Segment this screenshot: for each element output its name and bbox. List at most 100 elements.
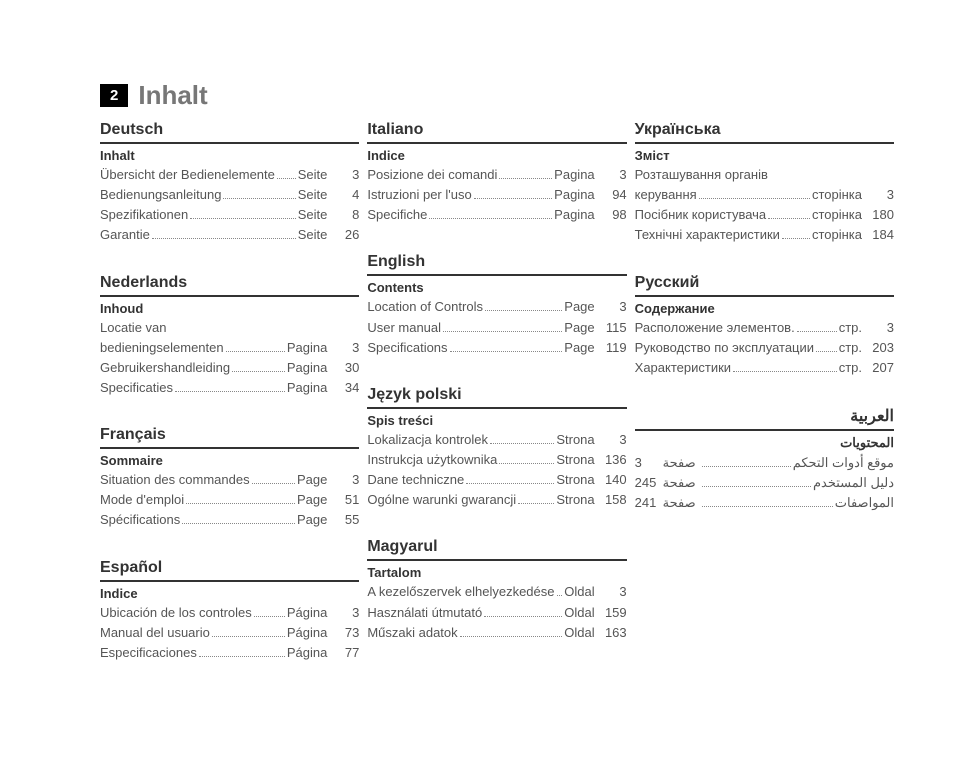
language-heading: Français [100,426,359,449]
leader-dots [782,238,810,239]
leader-dots [199,656,285,657]
toc-label: Situation des commandes [100,470,250,490]
leader-dots [702,486,811,487]
leader-dots [499,178,552,179]
page-unit: Página [287,643,327,663]
page-unit: Oldal [564,603,594,623]
page-unit: Page [564,338,594,358]
toc-row: Технічні характеристикисторінка184 [635,225,894,245]
toc-row: Használati útmutatóOldal159 [367,603,626,623]
header: 2 Inhalt [100,80,894,111]
toc-label: Manual del usuario [100,623,210,643]
toc-row: SpécificationsPage55 [100,510,359,530]
toc-label: Посібник користувача [635,205,767,225]
leader-dots [232,371,285,372]
page-number: 77 [331,643,359,663]
toc-label: Posizione dei comandi [367,165,497,185]
leader-dots [490,443,554,444]
toc-row: Ogólne warunki gwarancji Strona158 [367,490,626,510]
page-number: 98 [599,205,627,225]
page-unit: стр. [839,358,862,378]
toc-row: SpecificatiesPagina34 [100,378,359,398]
toc-label: Instrukcja użytkownika [367,450,497,470]
toc-label: Ogólne warunki gwarancji [367,490,516,510]
page-number: 94 [599,185,627,205]
toc-label: Specificaties [100,378,173,398]
toc-label: керування [635,185,697,205]
section-subheading: Tartalom [367,565,626,580]
page-number: 73 [331,623,359,643]
section-subheading: Inhalt [100,148,359,163]
toc-section: Język polskiSpis treściLokalizacja kontr… [367,386,626,511]
toc-section: MagyarulTartalomA kezelőszervek elhelyez… [367,538,626,642]
toc-label: Dane techniczne [367,470,464,490]
toc-row: SpezifikationenSeite8 [100,205,359,225]
page-unit: Page [564,297,594,317]
language-heading: Español [100,559,359,582]
page-unit: Strona [556,490,594,510]
page-number: 158 [599,490,627,510]
toc-label: Garantie [100,225,150,245]
leader-dots [429,218,552,219]
toc-label: Spezifikationen [100,205,188,225]
page-unit: Seite [298,205,328,225]
toc-row: bedieningselementenPagina3 [100,338,359,358]
toc-row: GebruikershandleidingPagina30 [100,358,359,378]
page-unit: Page [297,490,327,510]
toc-row: Manual del usuarioPágina73 [100,623,359,643]
toc-row: Location of ControlsPage3 [367,297,626,317]
toc-row: دليل المستخدمصفحة245 [635,473,894,493]
page-unit: Strona [556,430,594,450]
toc-row: Характеристикистр.207 [635,358,894,378]
page-unit: Page [297,510,327,530]
toc-row: Mode d'emploiPage51 [100,490,359,510]
page-number: 115 [599,318,627,338]
toc-section: УкраїнськаЗмістРозташування органівкерув… [635,121,894,246]
page-unit: صفحة [663,473,696,493]
toc-row: Műszaki adatokOldal163 [367,623,626,643]
page-number: 3 [866,185,894,205]
toc-label: Gebruikershandleiding [100,358,230,378]
toc-label: Műszaki adatok [367,623,457,643]
leader-dots [152,238,296,239]
page-unit: сторінка [812,205,862,225]
toc-label: Mode d'emploi [100,490,184,510]
leader-dots [499,463,554,464]
page-number: 245 [635,473,663,493]
toc-row: Übersicht der BedienelementeSeite3 [100,165,359,185]
language-heading: Русский [635,274,894,297]
toc-row: Instrukcja użytkownikaStrona136 [367,450,626,470]
page-number-badge: 2 [100,84,128,107]
page-number: 4 [331,185,359,205]
leader-dots [190,218,296,219]
toc-label: Übersicht der Bedienelemente [100,165,275,185]
page-unit: Pagina [287,378,327,398]
toc-label: Розташування органів [635,165,768,185]
toc-row: Расположение элементов.стр.3 [635,318,894,338]
toc-label: Руководство по эксплуатации [635,338,814,358]
toc-row: User manualPage115 [367,318,626,338]
toc-label: Specifications [367,338,447,358]
language-heading: Українська [635,121,894,144]
toc-label: Locatie van [100,318,167,338]
language-heading: English [367,253,626,276]
leader-dots [254,616,285,617]
language-heading: Język polski [367,386,626,409]
toc-label: موقع أدوات التحكم [793,453,894,473]
toc-row: Posizione dei comandiPagina3 [367,165,626,185]
toc-row: Dane techniczneStrona140 [367,470,626,490]
section-subheading: Sommaire [100,453,359,468]
page-number: 140 [599,470,627,490]
toc-row: المواصفاتصفحة241 [635,493,894,513]
language-heading: Magyarul [367,538,626,561]
leader-dots [443,331,562,332]
language-heading: Italiano [367,121,626,144]
page-unit: сторінка [812,225,862,245]
leader-dots [277,178,296,179]
toc-row: Ubicación de los controlesPágina3 [100,603,359,623]
toc-row: Посібник користувачасторінка180 [635,205,894,225]
page-title: Inhalt [138,80,207,111]
page-unit: Strona [556,450,594,470]
toc-label: Технічні характеристики [635,225,780,245]
toc-label: Характеристики [635,358,731,378]
